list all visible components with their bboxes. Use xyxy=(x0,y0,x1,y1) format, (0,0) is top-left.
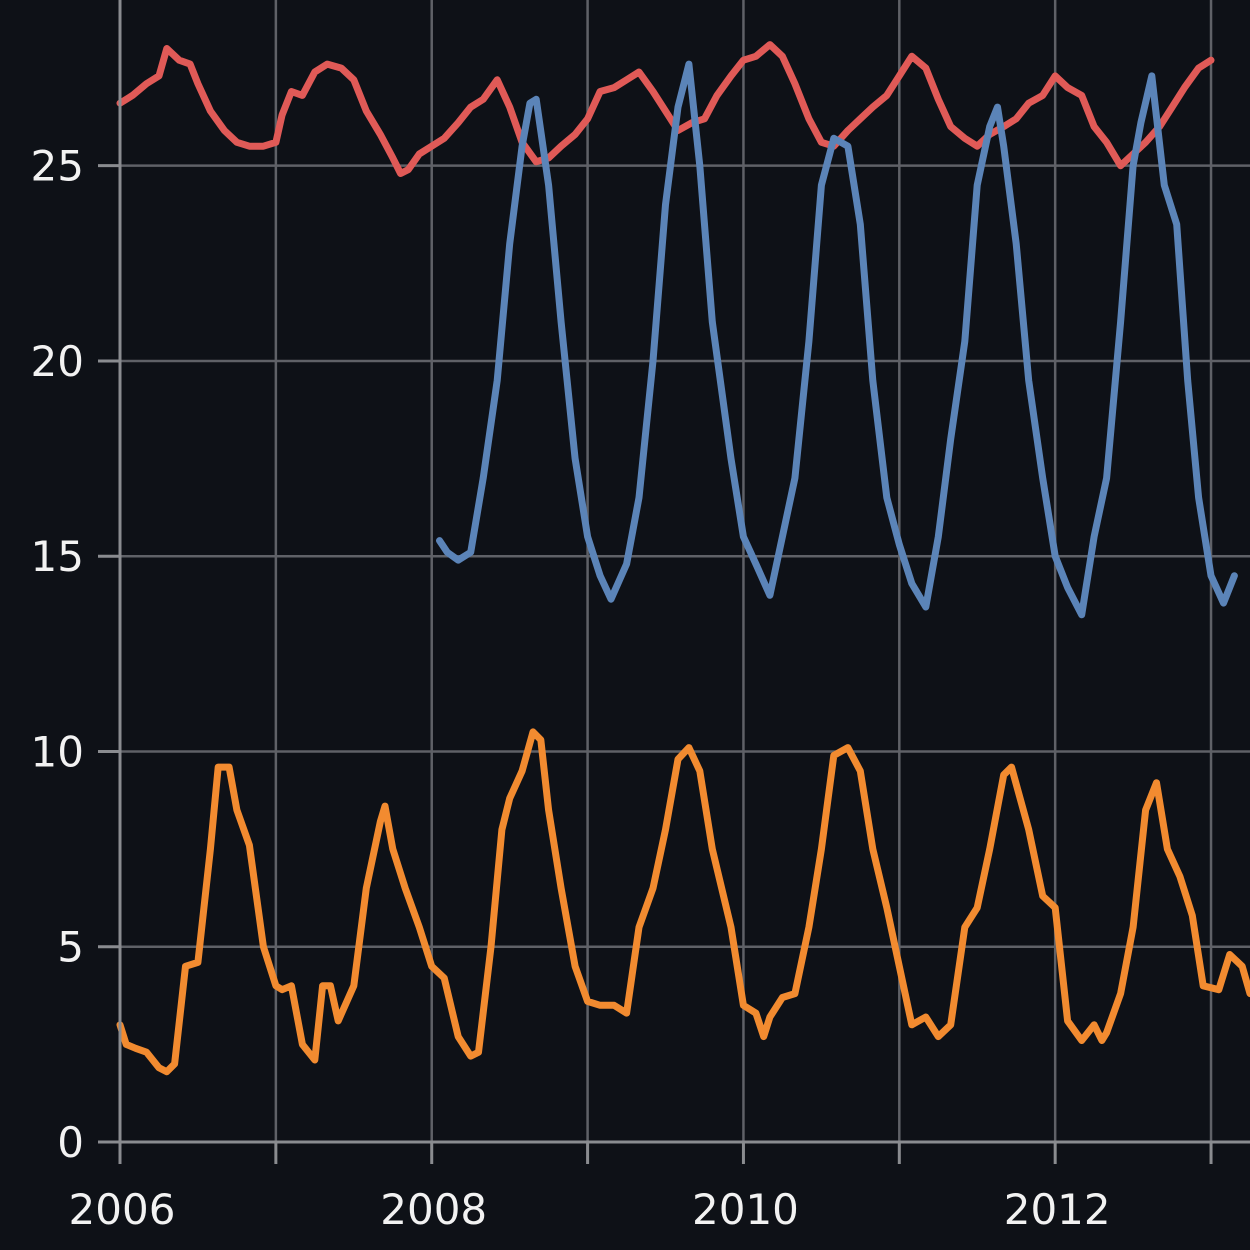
x-tick-label: 2010 xyxy=(692,1185,799,1234)
y-tick-label: 20 xyxy=(31,337,84,386)
y-tick-label: 25 xyxy=(31,142,84,191)
x-tick-label: 2008 xyxy=(380,1185,487,1234)
series-line-3 xyxy=(116,728,1250,1076)
y-tick-label: 0 xyxy=(57,1118,84,1167)
x-tick-label: 2012 xyxy=(1004,1185,1111,1234)
series-line-1 xyxy=(116,41,1215,177)
x-tick-label: 2006 xyxy=(69,1185,176,1234)
series-lines xyxy=(116,41,1250,1076)
y-tick-label: 5 xyxy=(57,923,84,972)
axes: 2006 2008 2010 2012 0 5 10 15 20 25 xyxy=(31,0,1250,1234)
grid xyxy=(118,0,1250,1144)
y-tick-label: 15 xyxy=(31,532,84,581)
y-tick-label: 10 xyxy=(31,727,84,776)
series-line-2 xyxy=(436,60,1238,619)
